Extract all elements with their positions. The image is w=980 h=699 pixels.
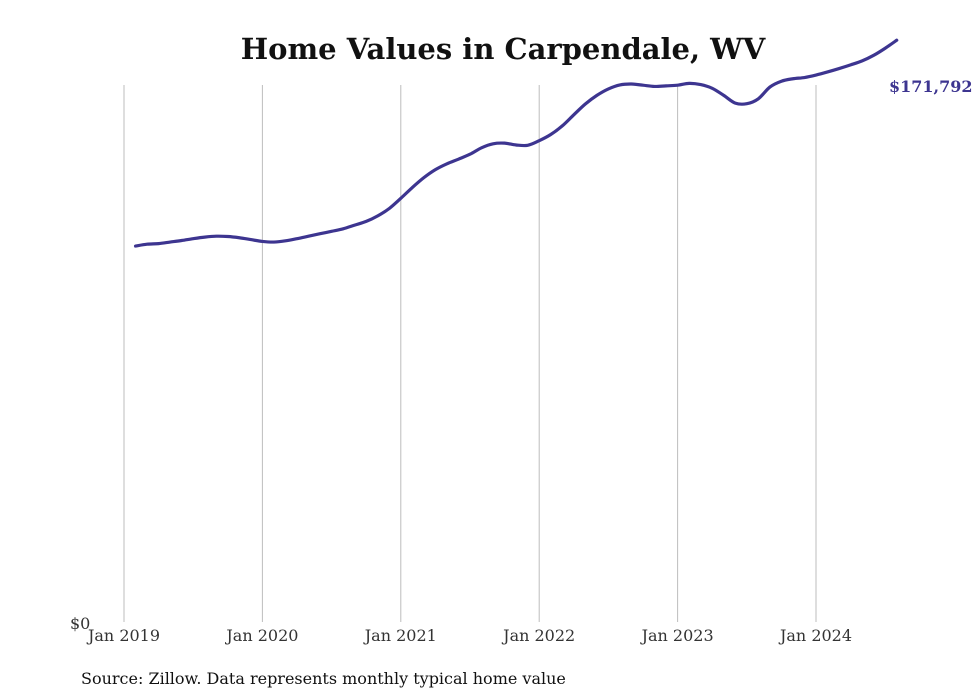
x-tick-label-1: Jan 2020	[224, 626, 298, 645]
latest-value-label: $171,792	[889, 77, 973, 96]
x-tick-label-3: Jan 2022	[501, 626, 575, 645]
x-tick-label-2: Jan 2021	[363, 626, 437, 645]
source-note: Source: Zillow. Data represents monthly …	[81, 669, 566, 688]
chart-title: Home Values in Carpendale, WV	[241, 32, 766, 66]
y-axis-zero-label: $0	[70, 614, 90, 633]
home-value-line	[133, 38, 899, 248]
x-tick-label-4: Jan 2023	[640, 626, 714, 645]
x-tick-label-5: Jan 2024	[778, 626, 852, 645]
x-axis-tick-labels: Jan 2019 Jan 2020 Jan 2021 Jan 2022 Jan 2023…	[86, 626, 852, 645]
vertical-gridlines	[123, 85, 817, 622]
x-tick-label-0: Jan 2019	[86, 626, 160, 645]
